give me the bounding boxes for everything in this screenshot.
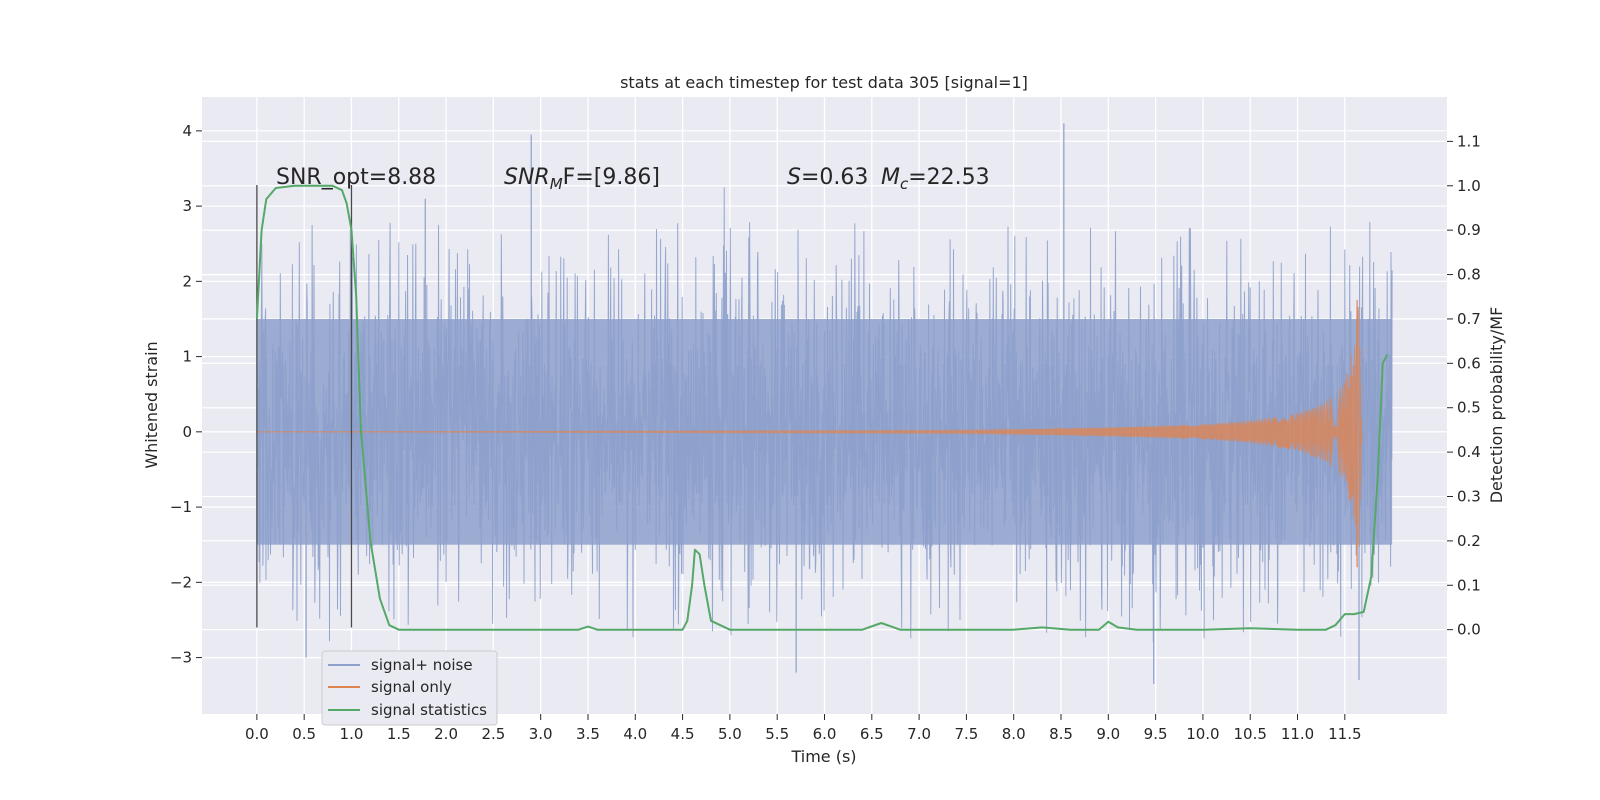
mc-value: =22.53 bbox=[908, 165, 989, 190]
annotation-snr-mf: SNRMF=[9.86] bbox=[504, 165, 660, 193]
chart-title: stats at each timestep for test data 305… bbox=[620, 73, 1028, 92]
x-tick-label: 5.0 bbox=[718, 725, 742, 743]
y-axis-label: Whitened strain bbox=[142, 341, 161, 468]
x-tick-label: 4.0 bbox=[623, 725, 647, 743]
x-tick-label: 0.5 bbox=[292, 725, 316, 743]
x-tick-label: 10.5 bbox=[1234, 725, 1267, 743]
x-tick-label: 9.0 bbox=[1096, 725, 1120, 743]
x-tick-label: 5.5 bbox=[765, 725, 789, 743]
snr-mf-sub: M bbox=[550, 175, 563, 193]
y2-axis-ticks: 1.1 1.0 0.9 0.8 0.7 0.6 0.5 0.4 0.3 0.2 0.1 0.0 bbox=[1447, 132, 1481, 639]
y2-tick-label: 1.0 bbox=[1457, 177, 1481, 195]
y-tick-label: 0 bbox=[182, 423, 192, 441]
x-tick-label: 11.5 bbox=[1328, 725, 1361, 743]
x-tick-label: 3.5 bbox=[576, 725, 600, 743]
snr-mf-prefix: SNR bbox=[504, 165, 550, 190]
series-signal-only bbox=[256, 300, 1363, 568]
annotation-s: S=0.63 bbox=[787, 165, 868, 190]
x-tick-label: 6.0 bbox=[813, 725, 837, 743]
x-tick-label: 8.0 bbox=[1002, 725, 1026, 743]
legend-label-signal-statistics: signal statistics bbox=[371, 701, 487, 719]
legend: signal+ noise signal only signal statist… bbox=[321, 650, 498, 726]
mc-label: M bbox=[881, 165, 900, 190]
y2-axis-label: Detection probability/MF bbox=[1487, 307, 1506, 504]
y2-tick-label: 0.8 bbox=[1457, 266, 1481, 284]
x-tick-label: 8.5 bbox=[1049, 725, 1073, 743]
x-tick-label: 4.5 bbox=[671, 725, 695, 743]
annotation-snr-opt: SNR_opt=8.88 bbox=[276, 165, 436, 190]
x-tick-label: 7.5 bbox=[954, 725, 978, 743]
x-tick-label: 0.0 bbox=[245, 725, 269, 743]
y-tick-label: 2 bbox=[182, 272, 192, 290]
x-tick-label: 10.0 bbox=[1186, 725, 1219, 743]
signal-statistics-line bbox=[255, 184, 1389, 631]
legend-box bbox=[321, 650, 498, 726]
y2-tick-label: 0.2 bbox=[1457, 532, 1481, 550]
y2-tick-label: 0.0 bbox=[1457, 621, 1481, 639]
x-axis-label: Time (s) bbox=[790, 747, 856, 766]
y2-tick-label: 0.3 bbox=[1457, 487, 1481, 505]
x-axis-ticks: 0.0 0.5 1.0 1.5 2.0 2.5 3.0 3.5 4.0 4.5 5.0 5.5 6.0 6… bbox=[245, 714, 1362, 743]
x-tick-label: 6.5 bbox=[860, 725, 884, 743]
s-label: S bbox=[787, 165, 801, 190]
y-axis-ticks: 4 3 2 1 0 −1 −2 −3 bbox=[170, 122, 202, 667]
y-tick-label: −2 bbox=[170, 573, 192, 591]
x-tick-label: 1.0 bbox=[340, 725, 364, 743]
y2-tick-label: 0.7 bbox=[1457, 310, 1481, 328]
snr-mf-suffix: F=[9.86] bbox=[563, 165, 660, 190]
y2-tick-label: 1.1 bbox=[1457, 132, 1481, 150]
y2-tick-label: 0.9 bbox=[1457, 221, 1481, 239]
x-tick-label: 7.0 bbox=[907, 725, 931, 743]
y2-tick-label: 0.5 bbox=[1457, 399, 1481, 417]
series-signal-statistics bbox=[255, 184, 1389, 631]
y2-tick-label: 0.1 bbox=[1457, 576, 1481, 594]
legend-label-signal-plus-noise: signal+ noise bbox=[371, 656, 473, 674]
x-tick-label: 2.0 bbox=[434, 725, 458, 743]
x-tick-label: 2.5 bbox=[481, 725, 505, 743]
x-tick-label: 3.0 bbox=[529, 725, 553, 743]
noise-trace bbox=[256, 187, 1393, 643]
x-tick-label: 1.5 bbox=[387, 725, 411, 743]
s-value: =0.63 bbox=[801, 165, 868, 190]
x-tick-label: 9.5 bbox=[1144, 725, 1168, 743]
annotation-mc: Mc=22.53 bbox=[881, 165, 990, 193]
signal-only-trace bbox=[256, 306, 1363, 547]
y2-tick-label: 0.6 bbox=[1457, 354, 1481, 372]
mc-sub: c bbox=[900, 175, 909, 193]
y-tick-label: 3 bbox=[182, 197, 192, 215]
x-tick-label: 11.0 bbox=[1281, 725, 1314, 743]
y-tick-label: −1 bbox=[170, 498, 192, 516]
y-tick-label: 4 bbox=[182, 122, 192, 140]
y-tick-label: 1 bbox=[182, 348, 192, 366]
vertical-markers bbox=[256, 185, 353, 628]
y2-tick-label: 0.4 bbox=[1457, 443, 1481, 461]
legend-label-signal-only: signal only bbox=[371, 678, 452, 696]
y-tick-label: −3 bbox=[170, 649, 192, 667]
